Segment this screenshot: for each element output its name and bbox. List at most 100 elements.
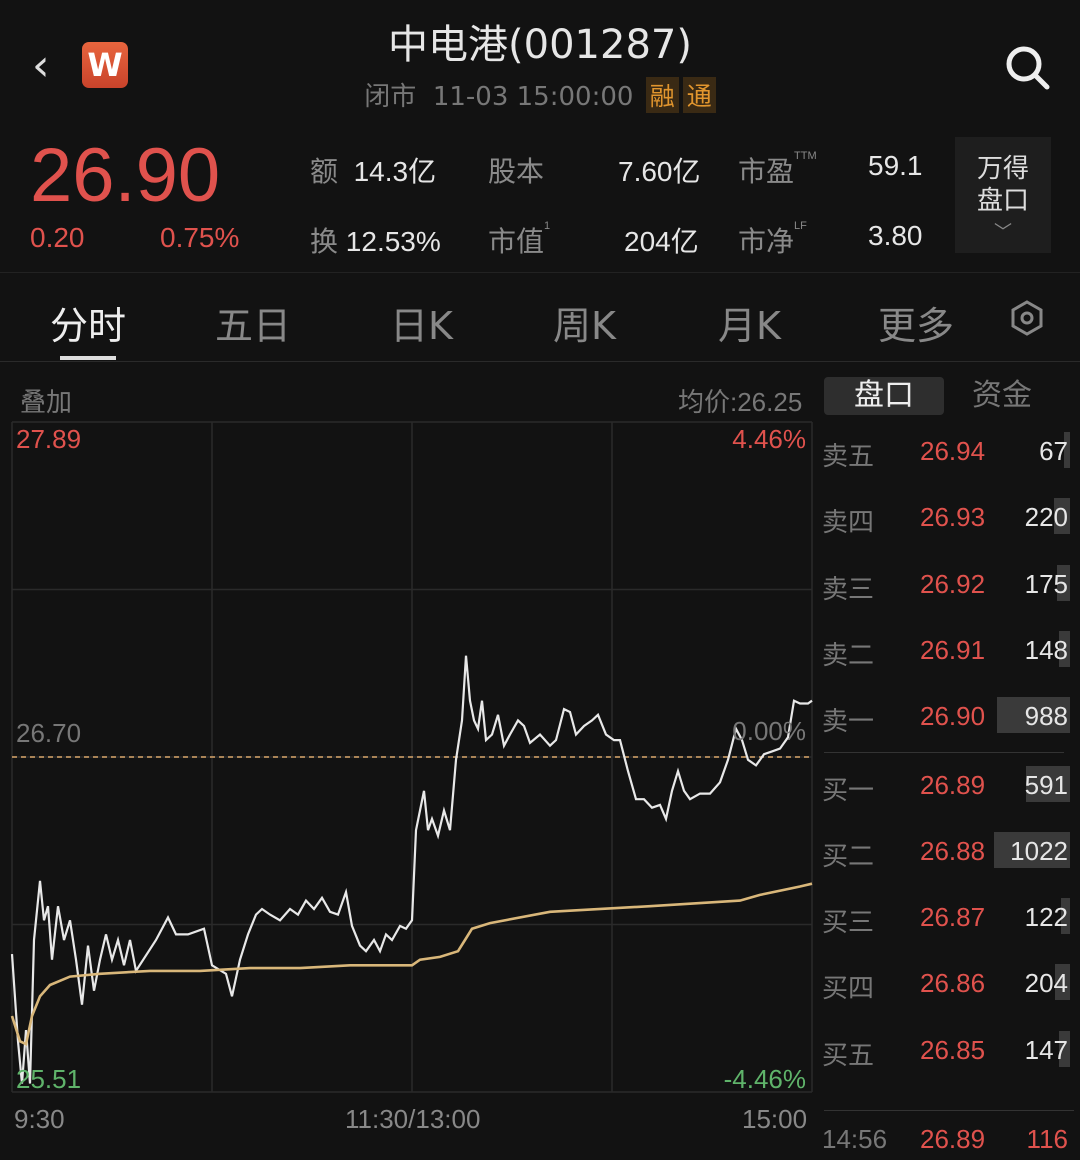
level-volume: 591 bbox=[1024, 769, 1068, 800]
tab-monthly-k[interactable]: 月K bbox=[718, 304, 781, 348]
volume-bar bbox=[1064, 432, 1070, 468]
level-name: 卖四 bbox=[822, 507, 875, 538]
active-tab-indicator bbox=[60, 356, 116, 360]
stock-title: 中电港(001287) bbox=[388, 22, 692, 68]
x-label-midday: 11:30/13:00 bbox=[345, 1104, 481, 1134]
volume-bar bbox=[994, 831, 1070, 868]
level-price: 26.89 bbox=[920, 769, 986, 800]
ask-row[interactable]: 卖一 26.90 988 bbox=[822, 697, 1072, 737]
level-price: 26.85 bbox=[920, 1034, 986, 1065]
volume-bar bbox=[1057, 564, 1070, 601]
level-price: 26.93 bbox=[920, 502, 986, 533]
pct-label-mid: 0.00% bbox=[732, 716, 806, 746]
margin-badge: 融 bbox=[645, 77, 679, 113]
level-price: 26.87 bbox=[920, 902, 986, 933]
level-name: 卖二 bbox=[822, 639, 875, 670]
level-name: 买二 bbox=[822, 840, 875, 871]
current-price: 26.90 bbox=[30, 133, 221, 218]
volume-bar bbox=[1054, 964, 1070, 1001]
app-logo[interactable]: W bbox=[82, 42, 128, 88]
back-button[interactable]: ‹ bbox=[32, 44, 62, 88]
tab-weekly-k[interactable]: 周K bbox=[553, 304, 616, 348]
x-label-open: 9:30 bbox=[14, 1104, 65, 1134]
stat-pb-label: 市净LF bbox=[738, 220, 807, 257]
divider bbox=[824, 1110, 1074, 1111]
price-change-pct: 0.75% bbox=[160, 222, 240, 253]
intraday-chart bbox=[10, 421, 813, 1093]
stat-pe-value: 59.1 bbox=[868, 150, 923, 181]
level-price: 26.94 bbox=[920, 436, 986, 466]
volume-bar bbox=[1053, 498, 1070, 535]
level-name: 买一 bbox=[822, 774, 875, 805]
level-volume: 988 bbox=[1024, 701, 1068, 732]
volume-bar bbox=[1026, 765, 1070, 802]
last-trade-row: 14:56 26.89 116 bbox=[822, 1124, 1068, 1154]
tab-intraday[interactable]: 分时 bbox=[50, 304, 127, 348]
wind-orderbook-button[interactable]: 万得 盘口 ﹀ bbox=[955, 137, 1051, 253]
pct-label-bottom: -4.46% bbox=[723, 1064, 806, 1094]
level-price: 26.92 bbox=[920, 568, 986, 599]
chevron-left-icon: ‹ bbox=[32, 40, 50, 91]
level-volume: 175 bbox=[1024, 568, 1068, 599]
stat-shares-label: 股本 bbox=[488, 156, 545, 187]
stat-mktcap-value: 204亿 bbox=[624, 226, 699, 257]
bid-row[interactable]: 买二 26.88 1022 bbox=[822, 831, 1072, 872]
pct-label-top: 4.46% bbox=[732, 424, 806, 454]
volume-bar bbox=[1060, 898, 1070, 935]
y-label-mid: 26.70 bbox=[16, 718, 82, 748]
ask-bid-divider bbox=[824, 752, 1064, 753]
bid-row[interactable]: 买四 26.86 204 bbox=[822, 964, 1072, 1004]
level-volume: 67 bbox=[1039, 436, 1068, 466]
market-status: 闭市 11-03 15:00:00 融通 bbox=[0, 76, 1080, 113]
ask-row[interactable]: 卖四 26.93 220 bbox=[822, 498, 1072, 538]
level-price: 26.90 bbox=[920, 701, 986, 732]
bid-row[interactable]: 买三 26.87 122 bbox=[822, 898, 1072, 938]
volume-bar bbox=[1059, 1030, 1070, 1067]
y-label-bottom: 25.51 bbox=[16, 1064, 82, 1094]
ask-row[interactable]: 卖三 26.92 175 bbox=[822, 564, 1072, 605]
level-price: 26.91 bbox=[920, 634, 986, 665]
connect-badge: 通 bbox=[682, 77, 716, 113]
stat-shares-value: 7.60亿 bbox=[618, 156, 701, 187]
ask-row[interactable]: 卖二 26.91 148 bbox=[822, 630, 1072, 671]
level-name: 买四 bbox=[822, 973, 875, 1004]
volume-bar bbox=[1059, 630, 1070, 667]
level-volume: 204 bbox=[1024, 968, 1068, 999]
tab-daily-k[interactable]: 日K bbox=[390, 304, 453, 348]
price-line bbox=[10, 655, 813, 1084]
stat-mktcap-label: 市值1 bbox=[488, 220, 551, 257]
level-volume: 147 bbox=[1024, 1034, 1068, 1065]
stat-pb-value: 3.80 bbox=[868, 220, 923, 251]
level-volume: 220 bbox=[1024, 502, 1068, 533]
datetime: 11-03 15:00:00 bbox=[432, 82, 634, 112]
chart-tabs: 分时 五日 日K 周K 月K 更多 bbox=[0, 272, 1080, 362]
level-name: 买三 bbox=[822, 907, 875, 938]
stat-turnover: 换 12.53% bbox=[310, 226, 441, 257]
level-price: 26.86 bbox=[920, 968, 986, 999]
level-name: 卖一 bbox=[822, 706, 875, 737]
settings-icon[interactable] bbox=[1008, 299, 1046, 337]
tab-five-day[interactable]: 五日 bbox=[215, 304, 292, 348]
avg-price-line bbox=[10, 882, 813, 1046]
side-tab-orderbook[interactable]: 盘口 bbox=[824, 377, 944, 415]
tab-more[interactable]: 更多 bbox=[878, 304, 955, 348]
x-label-close: 15:00 bbox=[742, 1104, 808, 1134]
bid-row[interactable]: 买五 26.85 147 bbox=[822, 1030, 1072, 1071]
level-volume: 1022 bbox=[1010, 835, 1068, 866]
volume-bar bbox=[996, 697, 1070, 734]
level-price: 26.88 bbox=[920, 835, 986, 866]
bid-row[interactable]: 买一 26.89 591 bbox=[822, 765, 1072, 806]
level-volume: 122 bbox=[1024, 902, 1068, 933]
level-volume: 148 bbox=[1024, 634, 1068, 665]
avg-price-label: 均价:26.25 bbox=[678, 387, 803, 417]
y-label-top: 27.89 bbox=[16, 424, 82, 454]
side-tab-funds[interactable]: 资金 bbox=[972, 379, 1032, 412]
overlay-button[interactable]: 叠加 bbox=[20, 387, 73, 417]
chevron-down-icon: ﹀ bbox=[994, 222, 1012, 243]
price-change: 0.20 bbox=[30, 222, 85, 253]
ask-row[interactable]: 卖五 26.94 67 bbox=[822, 432, 1072, 472]
search-icon[interactable] bbox=[1002, 42, 1052, 92]
level-name: 卖五 bbox=[822, 441, 875, 471]
stat-pe-label: 市盈TTM bbox=[738, 150, 817, 187]
status-text: 闭市 bbox=[364, 82, 417, 112]
